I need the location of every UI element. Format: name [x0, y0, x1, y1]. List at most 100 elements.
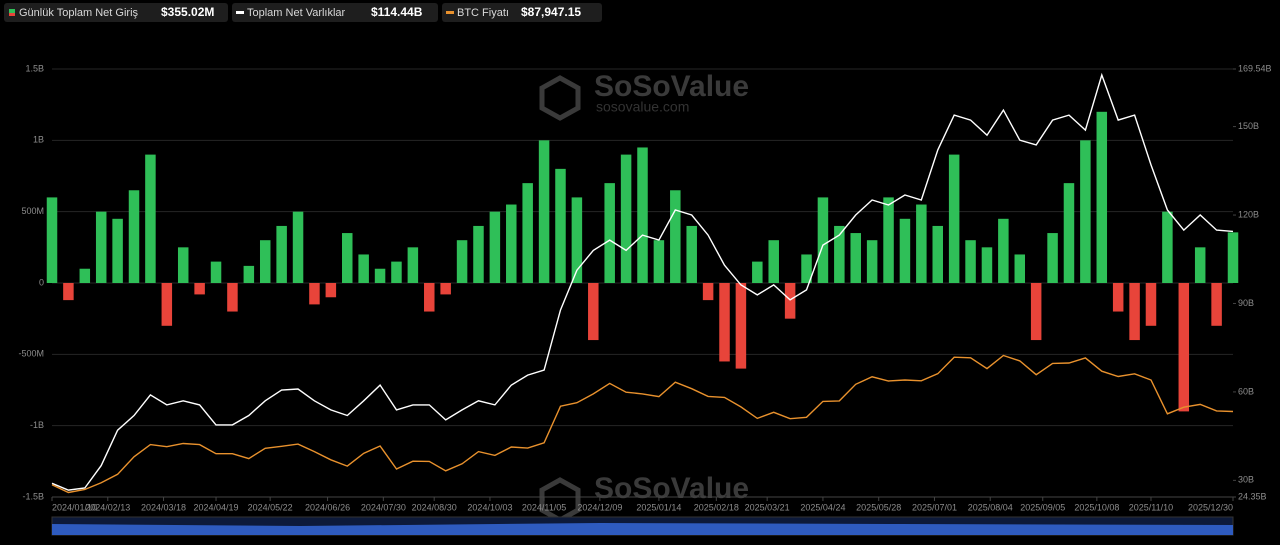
x-tick-label: 2024/02/13	[85, 502, 130, 512]
bar	[128, 190, 140, 283]
bar	[456, 240, 468, 283]
y2-tick-label: 90B	[1238, 298, 1254, 308]
bar	[407, 247, 419, 283]
bar	[1211, 283, 1222, 326]
bar	[555, 168, 566, 283]
legend-item: Günlük Toplam Net Giriş $355.02M	[4, 3, 228, 22]
bar	[538, 140, 550, 283]
bar	[391, 261, 402, 283]
bar	[161, 283, 173, 326]
bar	[145, 154, 156, 283]
legend-label: BTC Fiyatı	[457, 7, 509, 19]
y-tick-label: -500M	[18, 349, 44, 359]
bar	[801, 254, 812, 283]
bar	[1014, 254, 1026, 283]
watermark-brand: SoSoValue	[594, 472, 749, 505]
y2-tick-label: 60B	[1238, 386, 1254, 396]
x-tick-label: 2024/05/22	[248, 502, 293, 512]
bar	[1178, 283, 1190, 412]
bar	[424, 283, 435, 312]
bar	[210, 261, 222, 283]
bar	[571, 197, 583, 283]
x-tick-label: 2024/12/09	[577, 502, 622, 512]
legend-swatch	[236, 11, 244, 14]
bar	[899, 218, 911, 283]
x-tick-label: 2024/06/26	[305, 502, 350, 512]
logo	[539, 477, 581, 523]
bar	[981, 247, 993, 283]
legend-label: Günlük Toplam Net Giriş	[19, 7, 139, 19]
bar	[374, 268, 386, 283]
legend-box	[442, 3, 602, 22]
x-tick-label: 2025/03/21	[745, 502, 790, 512]
bar	[883, 197, 894, 283]
bar	[276, 225, 287, 283]
y2-tick-label: 150B	[1238, 121, 1259, 131]
bar	[850, 233, 861, 283]
legend-swatch	[9, 13, 15, 16]
y2-tick-label: 169.54B	[1238, 63, 1272, 73]
bar	[670, 190, 681, 283]
legend-value: $114.44B	[371, 5, 423, 19]
legend-box	[4, 3, 228, 22]
bar	[1112, 283, 1124, 312]
bar	[965, 240, 976, 283]
x-tick-label: 2025/12/30	[1188, 502, 1233, 512]
bar	[243, 265, 255, 283]
x-tick-label: 2024/10/03	[467, 502, 512, 512]
bar	[735, 283, 747, 369]
bar	[489, 211, 501, 283]
bar	[292, 211, 304, 283]
bar	[784, 283, 796, 319]
bar	[309, 283, 320, 305]
line	[51, 72, 1234, 491]
bar	[1030, 283, 1042, 341]
bar	[1047, 233, 1058, 283]
bar	[342, 233, 353, 283]
bar	[1194, 247, 1206, 283]
y-tick-label: 1B	[33, 135, 44, 145]
line	[51, 354, 1234, 494]
bar	[112, 218, 123, 283]
x-tick-label: 2025/07/01	[912, 502, 957, 512]
watermark-brand: SoSoValue	[594, 70, 749, 103]
x-tick-label: 2024/03/18	[141, 502, 186, 512]
bar	[686, 225, 697, 283]
bar	[916, 204, 927, 283]
legend-label: Toplam Net Varlıklar	[247, 7, 346, 19]
x-tick-label: 2025/09/05	[1020, 502, 1065, 512]
bar	[752, 261, 763, 283]
bar	[46, 197, 58, 283]
x-tick-label: 2025/11/10	[1129, 502, 1173, 512]
bar	[637, 147, 648, 283]
legend-item: BTC Fiyatı $87,947.15	[442, 3, 602, 22]
bar	[604, 183, 615, 283]
y2-tick-label: 30B	[1238, 475, 1254, 485]
logo	[539, 75, 581, 121]
bar	[358, 254, 369, 283]
bar	[932, 225, 943, 283]
x-tick-label: 2025/08/04	[968, 502, 1013, 512]
bar	[63, 283, 74, 301]
bar	[79, 268, 91, 283]
legend-swatch	[9, 9, 15, 13]
x-tick-label: 2024/08/30	[412, 502, 457, 512]
bar	[866, 240, 878, 283]
bar	[998, 218, 1009, 283]
y-tick-label: 500M	[21, 206, 44, 216]
y-tick-label: 1.5B	[25, 63, 44, 73]
bar	[440, 283, 451, 295]
watermark: SoSoValue sosovalue.com SoSoValue	[539, 70, 749, 523]
legend-value: $355.02M	[161, 5, 214, 19]
x-tick-label: 2024/01/10	[52, 502, 97, 512]
bar	[259, 240, 271, 283]
bar	[1063, 183, 1075, 283]
x-tick-label: 2024/11/05	[522, 502, 566, 512]
y2-tick-label: 24.35B	[1238, 491, 1267, 501]
bar	[1227, 232, 1239, 283]
watermark-site: sosovalue.com	[596, 99, 689, 115]
y2-tick-label: 120B	[1238, 209, 1259, 219]
bar	[1080, 140, 1091, 283]
bar	[506, 204, 517, 283]
bar	[653, 240, 665, 283]
